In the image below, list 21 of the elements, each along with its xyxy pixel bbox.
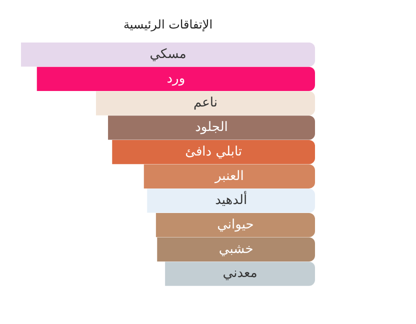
- chart-title: الإتفاقات الرئيسية: [123, 17, 213, 32]
- y-tick-label: ورد: [166, 71, 186, 86]
- y-tick-label: معدني: [222, 266, 258, 282]
- bar: [21, 42, 315, 67]
- bar: [108, 116, 315, 140]
- bar: [156, 213, 315, 238]
- bar: [144, 164, 315, 188]
- y-tick-label: خشبي: [218, 242, 254, 257]
- bar: [165, 262, 315, 286]
- bar: [157, 237, 315, 262]
- y-tick-label: ناعم: [193, 96, 218, 111]
- bar: [147, 188, 315, 213]
- y-tick-label: ألدهيد: [215, 191, 248, 208]
- y-tick-label: العنبر: [214, 168, 244, 184]
- y-tick-label: حيواني: [217, 217, 254, 232]
- y-tick-label: الجلود: [195, 120, 228, 136]
- bar: [96, 91, 315, 116]
- bar: [112, 140, 315, 164]
- y-tick-label: مسكي: [150, 46, 186, 62]
- bar: [36, 66, 315, 91]
- y-tick-label: تابلي دافئ: [185, 144, 242, 160]
